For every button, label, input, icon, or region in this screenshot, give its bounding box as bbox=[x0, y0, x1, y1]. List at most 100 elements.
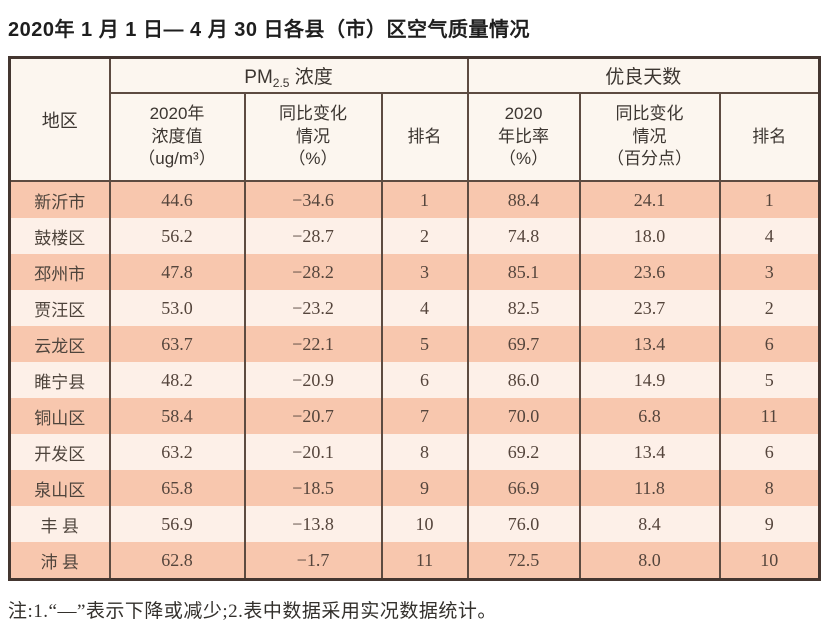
table-row: 丰 县 56.9 −13.8 10 76.0 8.4 9 bbox=[8, 506, 820, 542]
good-change-cell: 18.0 bbox=[578, 218, 720, 254]
good-ratio-column-header: 2020 年比率 （%） bbox=[466, 93, 580, 182]
table-row: 睢宁县 48.2 −20.9 6 86.0 14.9 5 bbox=[8, 362, 820, 398]
header-sub-row: 2020年 浓度值 （ug/m³） 同比变化 情况 （%） 排名 2020 年比… bbox=[10, 93, 820, 182]
pm-change-cell: −28.7 bbox=[243, 218, 382, 254]
pm-change-cell: −28.2 bbox=[243, 254, 382, 290]
pm-value-cell: 56.9 bbox=[108, 506, 245, 542]
good-ratio-cell: 86.0 bbox=[466, 362, 580, 398]
pm-rank-cell: 9 bbox=[380, 470, 468, 506]
page-title: 2020年 1 月 1 日— 4 月 30 日各县（市）区空气质量情况 bbox=[8, 19, 531, 41]
pm25-value-column-header: 2020年 浓度值 （ug/m³） bbox=[108, 93, 245, 182]
pm-rank-cell: 3 bbox=[380, 254, 468, 290]
region-cell: 开发区 bbox=[8, 434, 110, 470]
table-row: 新沂市 44.6 −34.6 1 88.4 24.1 1 bbox=[8, 181, 820, 218]
pm-rank-cell: 5 bbox=[380, 326, 468, 362]
pm-change-cell: −20.9 bbox=[243, 362, 382, 398]
good-rank-column-header: 排名 bbox=[718, 93, 820, 182]
good-rank-cell: 11 bbox=[718, 398, 820, 434]
good-days-group-header: 优良天数 bbox=[466, 57, 820, 94]
pm-value-cell: 65.8 bbox=[108, 470, 245, 506]
pm-value-cell: 63.2 bbox=[108, 434, 245, 470]
good-ratio-cell: 82.5 bbox=[466, 290, 580, 326]
region-cell: 泉山区 bbox=[8, 470, 110, 506]
pm-value-cell: 62.8 bbox=[108, 542, 245, 580]
table-row: 邳州市 47.8 −28.2 3 85.1 23.6 3 bbox=[8, 254, 820, 290]
good-change-cell: 11.8 bbox=[578, 470, 720, 506]
good-rank-cell: 9 bbox=[718, 506, 820, 542]
good-ratio-cell: 76.0 bbox=[466, 506, 580, 542]
region-cell: 铜山区 bbox=[8, 398, 110, 434]
pm25-change-column-header: 同比变化 情况 （%） bbox=[243, 93, 382, 182]
good-change-cell: 6.8 bbox=[578, 398, 720, 434]
region-cell: 睢宁县 bbox=[8, 362, 110, 398]
good-ratio-cell: 88.4 bbox=[466, 181, 580, 218]
good-change-cell: 24.1 bbox=[578, 181, 720, 218]
pm-value-cell: 48.2 bbox=[108, 362, 245, 398]
good-rank-cell: 4 bbox=[718, 218, 820, 254]
table-row: 开发区 63.2 −20.1 8 69.2 13.4 6 bbox=[8, 434, 820, 470]
pm-value-cell: 56.2 bbox=[108, 218, 245, 254]
region-cell: 沛 县 bbox=[8, 542, 110, 580]
region-cell: 邳州市 bbox=[8, 254, 110, 290]
header-group-row: 地区 PM2.5 浓度 优良天数 bbox=[8, 57, 820, 182]
pm-rank-cell: 8 bbox=[380, 434, 468, 470]
pm-change-cell: −20.7 bbox=[243, 398, 382, 434]
good-change-cell: 8.0 bbox=[578, 542, 720, 580]
footnote: 注:1.“—”表示下降或减少;2.表中数据采用实况数据统计。 bbox=[8, 601, 497, 622]
good-change-cell: 8.4 bbox=[578, 506, 720, 542]
pm-rank-cell: 6 bbox=[380, 362, 468, 398]
table-header: 地区 PM2.5 浓度 优良天数 2020年 浓度值 （ug/m³） 同比变化 … bbox=[8, 57, 820, 182]
table-row: 贾汪区 53.0 −23.2 4 82.5 23.7 2 bbox=[8, 290, 820, 326]
pm-value-cell: 58.4 bbox=[108, 398, 245, 434]
good-ratio-cell: 69.7 bbox=[466, 326, 580, 362]
pm-change-cell: −18.5 bbox=[243, 470, 382, 506]
pm-rank-cell: 4 bbox=[380, 290, 468, 326]
table-row: 云龙区 63.7 −22.1 5 69.7 13.4 6 bbox=[8, 326, 820, 362]
region-cell: 贾汪区 bbox=[8, 290, 110, 326]
air-quality-table: 地区 PM2.5 浓度 优良天数 2020年 浓度值 （ug/m³） 同比变化 … bbox=[8, 56, 822, 581]
good-ratio-cell: 66.9 bbox=[466, 470, 580, 506]
pm25-rank-column-header: 排名 bbox=[380, 93, 468, 182]
good-rank-cell: 6 bbox=[718, 434, 820, 470]
pm25-label-subscript: 2.5 bbox=[272, 75, 290, 90]
good-ratio-cell: 85.1 bbox=[466, 254, 580, 290]
good-change-cell: 23.7 bbox=[578, 290, 720, 326]
table-row: 鼓楼区 56.2 −28.7 2 74.8 18.0 4 bbox=[8, 218, 820, 254]
pm-rank-cell: 1 bbox=[380, 181, 468, 218]
pm-change-cell: −23.2 bbox=[243, 290, 382, 326]
good-change-cell: 23.6 bbox=[578, 254, 720, 290]
table-row: 铜山区 58.4 −20.7 7 70.0 6.8 11 bbox=[8, 398, 820, 434]
table-row: 泉山区 65.8 −18.5 9 66.9 11.8 8 bbox=[8, 470, 820, 506]
table-row: 沛 县 62.8 −1.7 11 72.5 8.0 10 bbox=[8, 542, 820, 580]
good-ratio-cell: 69.2 bbox=[466, 434, 580, 470]
region-column-header: 地区 bbox=[8, 57, 110, 182]
pm-change-cell: −22.1 bbox=[243, 326, 382, 362]
region-cell: 云龙区 bbox=[8, 326, 110, 362]
pm-value-cell: 44.6 bbox=[108, 181, 245, 218]
region-cell: 新沂市 bbox=[8, 181, 110, 218]
pm-change-cell: −20.1 bbox=[243, 434, 382, 470]
pm-change-cell: −34.6 bbox=[243, 181, 382, 218]
good-rank-cell: 5 bbox=[718, 362, 820, 398]
good-ratio-cell: 70.0 bbox=[466, 398, 580, 434]
pm25-label-prefix: PM bbox=[244, 66, 273, 88]
good-rank-cell: 1 bbox=[718, 181, 820, 218]
good-rank-cell: 6 bbox=[718, 326, 820, 362]
pm-rank-cell: 10 bbox=[380, 506, 468, 542]
good-rank-cell: 2 bbox=[718, 290, 820, 326]
region-cell: 丰 县 bbox=[8, 506, 110, 542]
region-cell: 鼓楼区 bbox=[8, 218, 110, 254]
good-change-column-header: 同比变化 情况 （百分点） bbox=[578, 93, 720, 182]
pm-rank-cell: 7 bbox=[380, 398, 468, 434]
pm-value-cell: 47.8 bbox=[108, 254, 245, 290]
pm-change-cell: −13.8 bbox=[243, 506, 382, 542]
good-change-cell: 14.9 bbox=[578, 362, 720, 398]
good-rank-cell: 3 bbox=[718, 254, 820, 290]
good-rank-cell: 8 bbox=[718, 470, 820, 506]
good-change-cell: 13.4 bbox=[578, 434, 720, 470]
good-rank-cell: 10 bbox=[718, 542, 820, 580]
pm-rank-cell: 2 bbox=[380, 218, 468, 254]
table-body: 新沂市 44.6 −34.6 1 88.4 24.1 1 鼓楼区 56.2 −2… bbox=[8, 181, 820, 580]
good-ratio-cell: 74.8 bbox=[466, 218, 580, 254]
good-change-cell: 13.4 bbox=[578, 326, 720, 362]
